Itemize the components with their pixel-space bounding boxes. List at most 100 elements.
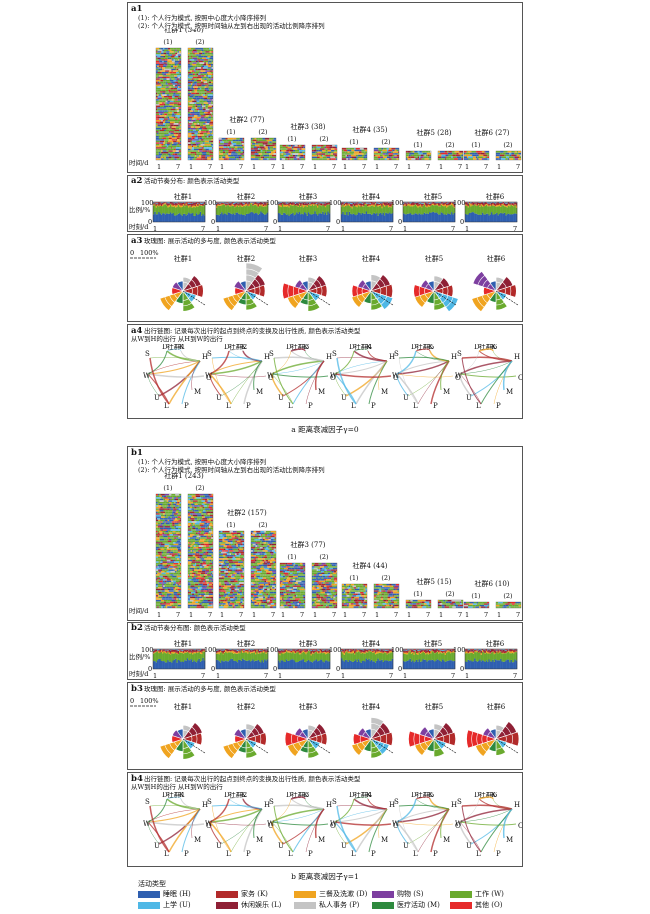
rhythm-segment [380, 212, 382, 222]
matrix-cell [162, 580, 165, 583]
matrix-cell [175, 49, 177, 51]
rhythm-segment [159, 204, 161, 206]
matrix-cell [170, 81, 172, 83]
matrix-cell [163, 537, 168, 539]
matrix-cell [208, 134, 212, 136]
matrix-cell [156, 574, 160, 576]
trip-edge [502, 360, 513, 391]
rhythm-segment [419, 202, 422, 204]
matrix-cell [175, 148, 180, 151]
rhythm-segment [199, 203, 202, 205]
matrix-cell [267, 141, 270, 143]
rhythm-segment [287, 214, 289, 222]
matrix-cell [179, 94, 181, 96]
matrix-cell [208, 524, 211, 526]
matrix-cell [177, 551, 181, 554]
matrix-cell [335, 150, 337, 152]
matrix-cell [219, 139, 223, 142]
rhythm-segment [492, 205, 494, 215]
rhythm-segment [470, 204, 472, 207]
matrix-cell [160, 80, 163, 82]
matrix-cell [166, 559, 171, 562]
matrix-cell [156, 572, 158, 575]
matrix-cell [202, 52, 205, 55]
rhythm-segment [444, 202, 447, 205]
matrix-cell [172, 583, 176, 586]
plot-frame [152, 201, 206, 223]
rhythm-segment [243, 202, 245, 205]
rhythm-segment [359, 203, 361, 204]
trip-edge [478, 348, 494, 352]
matrix-cell [156, 529, 161, 531]
matrix-cell [312, 148, 314, 150]
matrix-cell [509, 154, 512, 157]
matrix-cell [241, 154, 244, 157]
rhythm-segment [417, 206, 419, 208]
matrix-cell [211, 494, 213, 496]
rhythm-segment [484, 204, 486, 206]
matrix-cell [198, 505, 201, 507]
matrix-cell [332, 153, 337, 155]
matrix-cell [193, 51, 198, 53]
sub-label: (1) [226, 128, 236, 136]
matrix-cell [179, 59, 181, 61]
matrix-cell [195, 67, 198, 69]
matrix-cell [164, 543, 170, 546]
matrix-cell [200, 139, 204, 141]
matrix-cell [164, 538, 167, 541]
matrix-cell [438, 156, 442, 158]
matrix-cell [207, 510, 212, 512]
matrix-cell [496, 156, 500, 158]
rhythm-segment [172, 212, 174, 222]
rhythm-segment [493, 203, 496, 205]
rhythm-segment [438, 214, 440, 222]
matrix-cell [295, 151, 300, 154]
matrix-cell [164, 139, 169, 141]
matrix-cell [156, 577, 158, 579]
matrix-cell [269, 139, 273, 142]
matrix-cell [168, 126, 170, 128]
matrix-cell [301, 146, 304, 149]
matrix-cell [156, 91, 161, 93]
rhythm-segment [403, 203, 405, 205]
matrix-cell [342, 148, 347, 150]
community-label: 社群6 [487, 254, 506, 263]
matrix-cell [474, 151, 477, 153]
rhythm-segment [435, 205, 437, 213]
rhythm-segment [155, 202, 158, 204]
matrix-cell [223, 146, 227, 148]
matrix-cell [481, 158, 484, 160]
rhythm-segment [403, 213, 405, 222]
matrix-cell [161, 72, 165, 74]
panel-description: (2): 个人行为模式, 按照时间轴从左到右出现的活动比例降序排列 [138, 466, 325, 474]
matrix-cell [160, 506, 163, 509]
matrix-cell [158, 566, 161, 568]
rhythm-segment [386, 202, 388, 203]
matrix-cell [194, 511, 200, 514]
matrix-cell [195, 529, 201, 531]
rhythm-segment [475, 204, 477, 206]
matrix-cell [237, 151, 242, 154]
matrix-cell [157, 564, 163, 567]
matrix-cell [392, 149, 395, 152]
rhythm-segment [198, 214, 200, 222]
matrix-cell [329, 158, 332, 160]
panel-description: 从W到H的出行 从H到W的出行 [131, 335, 223, 343]
matrix-cell [166, 94, 170, 96]
matrix-cell [201, 49, 204, 51]
matrix-cell [164, 129, 166, 131]
matrix-cell [364, 151, 367, 153]
rhythm-segment [449, 205, 452, 215]
matrix-cell [201, 519, 205, 522]
matrix-cell [346, 158, 348, 160]
matrix-cell [188, 70, 190, 72]
matrix-cell [161, 574, 167, 576]
matrix-cell [164, 540, 168, 542]
matrix-cell [393, 151, 399, 153]
rhythm-segment [368, 203, 370, 206]
matrix-cell [166, 561, 170, 563]
matrix-cell [208, 494, 211, 496]
matrix-cell [172, 575, 177, 578]
matrix-cell [177, 51, 180, 53]
rhythm-segment [222, 202, 224, 204]
